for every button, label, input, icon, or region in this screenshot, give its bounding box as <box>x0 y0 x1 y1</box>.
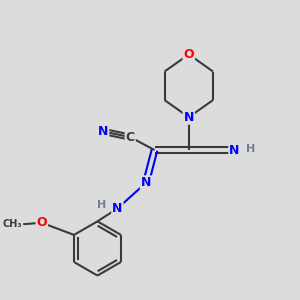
Text: C: C <box>126 131 135 144</box>
Text: N: N <box>141 176 151 189</box>
Text: CH₃: CH₃ <box>2 219 22 229</box>
Text: N: N <box>112 202 123 215</box>
Text: O: O <box>184 48 194 61</box>
Text: N: N <box>98 125 108 138</box>
Text: N: N <box>229 143 240 157</box>
Text: O: O <box>37 216 47 229</box>
Text: N: N <box>184 111 194 124</box>
Text: H: H <box>97 200 106 210</box>
Text: H: H <box>245 144 255 154</box>
